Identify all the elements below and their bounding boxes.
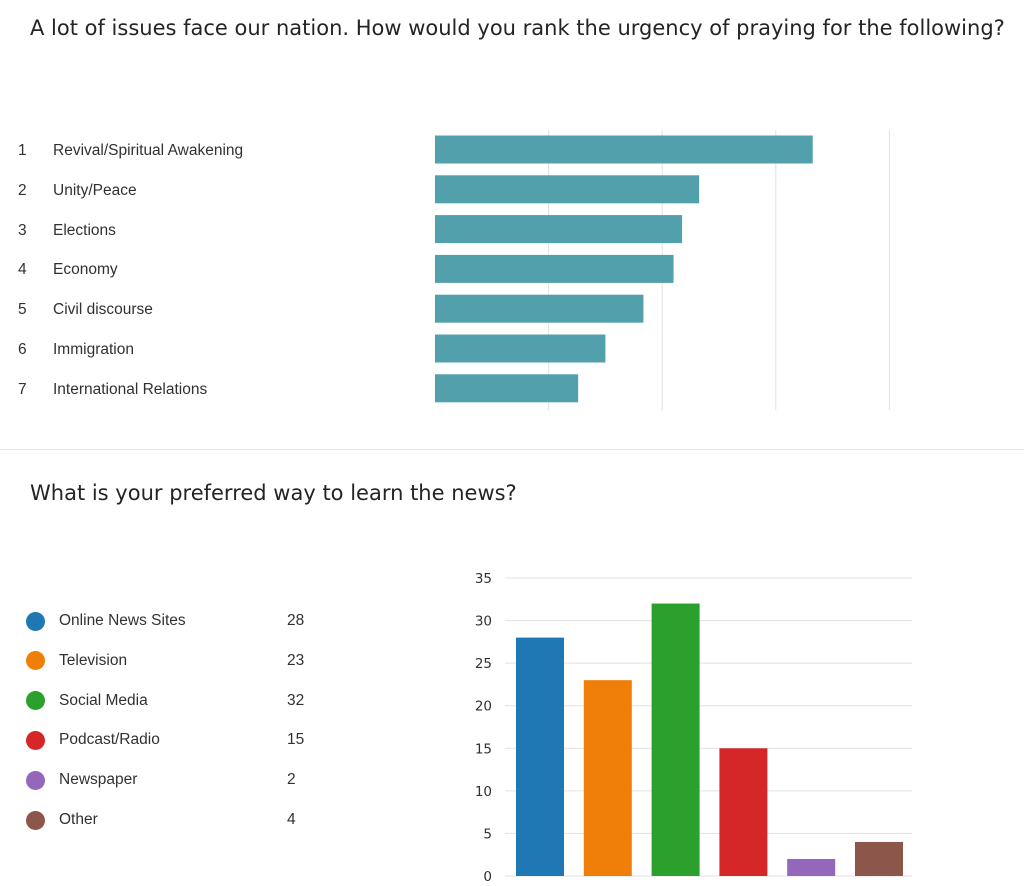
rank-label: Elections bbox=[53, 221, 116, 239]
legend-label: Social Media bbox=[59, 691, 148, 709]
legend-count: 28 bbox=[287, 612, 305, 629]
y-tick-label: 5 bbox=[483, 826, 492, 842]
legend-label: Newspaper bbox=[59, 771, 138, 789]
legend-dot-icon bbox=[26, 611, 45, 631]
legend-count: 4 bbox=[287, 811, 296, 828]
rank-label: Economy bbox=[53, 261, 118, 279]
y-tick-label: 0 bbox=[483, 869, 492, 885]
legend-count: 32 bbox=[287, 691, 305, 709]
legend-label: Online News Sites bbox=[59, 612, 186, 629]
rank-item: 3 Elections bbox=[18, 219, 418, 243]
legend-item: Online News Sites 28 bbox=[26, 609, 346, 633]
legend-count: 23 bbox=[287, 651, 305, 669]
legend-dot-icon bbox=[26, 730, 45, 750]
legend-item: Podcast/Radio 15 bbox=[26, 728, 346, 752]
legend-count: 2 bbox=[287, 771, 296, 789]
legend-dot-icon bbox=[26, 770, 45, 790]
rank-item: 1 Revival/Spiritual Awakening bbox=[18, 139, 418, 163]
legend-count: 15 bbox=[287, 731, 305, 749]
rank-bar bbox=[435, 374, 579, 403]
legend-label: Other bbox=[59, 811, 98, 828]
rank-label: Unity/Peace bbox=[53, 181, 137, 199]
legend-label: Podcast/Radio bbox=[59, 731, 160, 749]
legend-item: Social Media 32 bbox=[26, 689, 346, 713]
rank-bar bbox=[435, 135, 813, 164]
y-tick-label: 10 bbox=[475, 784, 492, 800]
section-divider bbox=[0, 449, 1024, 450]
legend-dot-icon bbox=[26, 691, 45, 711]
rank-label: Civil discourse bbox=[53, 301, 153, 319]
legend-label: Television bbox=[59, 651, 128, 669]
news-bar bbox=[855, 841, 903, 876]
rank-item: 5 Civil discourse bbox=[18, 298, 418, 322]
news-bar bbox=[516, 637, 564, 876]
y-tick-label: 15 bbox=[475, 741, 492, 757]
rank-number: 5 bbox=[18, 301, 27, 319]
rank-number: 2 bbox=[18, 181, 27, 199]
legend-item: Newspaper 2 bbox=[26, 768, 346, 792]
rank-bar bbox=[435, 294, 644, 323]
rank-label: International Relations bbox=[53, 380, 208, 398]
y-tick-label: 35 bbox=[475, 571, 492, 587]
news-bar bbox=[719, 748, 768, 876]
rank-bar bbox=[435, 175, 700, 204]
rank-bar bbox=[435, 334, 606, 363]
news-bar bbox=[583, 680, 632, 876]
rank-number: 7 bbox=[18, 380, 27, 398]
y-tick-label: 30 bbox=[475, 614, 492, 630]
legend-item: Television 23 bbox=[26, 649, 346, 673]
rank-item: 7 International Relations bbox=[18, 378, 418, 402]
rank-number: 3 bbox=[18, 221, 27, 239]
question-1-title: A lot of issues face our nation. How wou… bbox=[30, 16, 1005, 40]
y-tick-label: 20 bbox=[475, 699, 492, 715]
rank-number: 1 bbox=[18, 142, 27, 159]
rank-number: 6 bbox=[18, 341, 27, 358]
rank-label: Immigration bbox=[53, 341, 134, 358]
legend-dot-icon bbox=[26, 651, 45, 671]
rank-item: 4 Economy bbox=[18, 258, 418, 282]
rank-item: 2 Unity/Peace bbox=[18, 179, 418, 203]
news-bar bbox=[651, 603, 700, 876]
rank-bar bbox=[435, 215, 683, 244]
question-2-title: What is your preferred way to learn the … bbox=[30, 481, 517, 505]
rank-label: Revival/Spiritual Awakening bbox=[53, 142, 244, 159]
rank-bar bbox=[435, 254, 674, 283]
rank-number: 4 bbox=[18, 261, 27, 279]
legend-item: Other 4 bbox=[26, 808, 346, 832]
legend-dot-icon bbox=[26, 810, 45, 830]
y-tick-label: 25 bbox=[475, 656, 492, 672]
rank-item: 6 Immigration bbox=[18, 338, 418, 362]
news-bar bbox=[787, 858, 836, 876]
